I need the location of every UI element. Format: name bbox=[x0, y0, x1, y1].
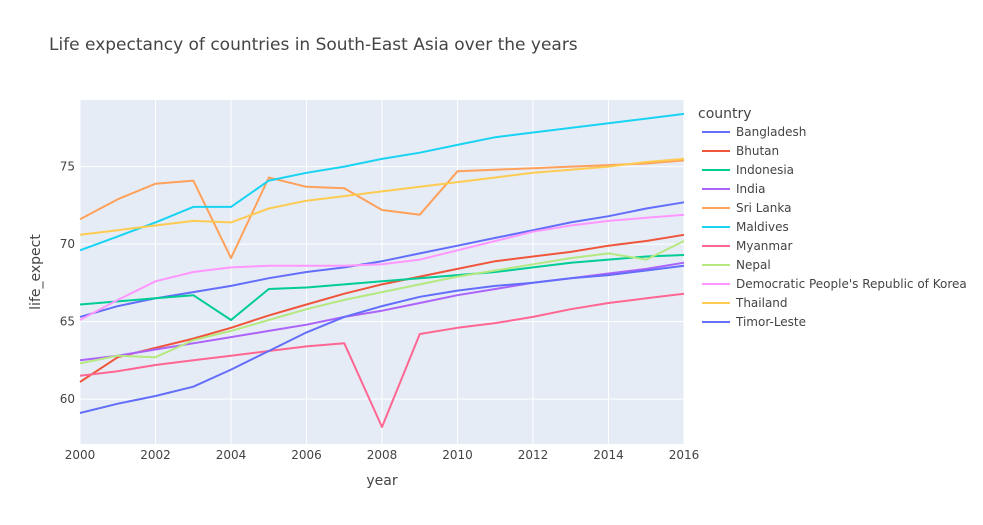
series-line-4[interactable] bbox=[79, 159, 685, 260]
legend-item-label[interactable]: Bhutan bbox=[736, 144, 779, 158]
series-line-5[interactable] bbox=[79, 112, 685, 252]
x-axis-ticks: 2000 2002 2004 2006 2008 2010 2012 2014 2016 bbox=[65, 448, 700, 462]
gridlines bbox=[79, 100, 685, 444]
legend-item-label[interactable]: Myanmar bbox=[736, 239, 792, 253]
series-line-9[interactable] bbox=[79, 157, 685, 236]
y-tick-label: 65 bbox=[60, 315, 75, 329]
legend-item-label[interactable]: Sri Lanka bbox=[736, 201, 791, 215]
x-tick-label: 2010 bbox=[442, 448, 473, 462]
legend-item-label[interactable]: Maldives bbox=[736, 220, 789, 234]
y-tick-label: 60 bbox=[60, 392, 75, 406]
series-line-7[interactable] bbox=[79, 240, 685, 365]
series-line-8[interactable] bbox=[79, 213, 685, 321]
series-line-6[interactable] bbox=[79, 292, 685, 428]
legend-item-label[interactable]: Nepal bbox=[736, 258, 771, 272]
legend-item-label[interactable]: Bangladesh bbox=[736, 125, 806, 139]
y-tick-label: 75 bbox=[60, 160, 75, 174]
legend-item-label[interactable]: Democratic People's Republic of Korea bbox=[736, 277, 967, 291]
x-tick-label: 2008 bbox=[367, 448, 398, 462]
y-tick-label: 70 bbox=[60, 237, 75, 251]
x-tick-label: 2016 bbox=[669, 448, 700, 462]
series-line-0[interactable] bbox=[79, 201, 685, 318]
chart-title: Life expectancy of countries in South-Ea… bbox=[49, 35, 578, 55]
legend-item-label[interactable]: India bbox=[736, 182, 765, 196]
legend-item-label[interactable]: Timor-Leste bbox=[735, 315, 806, 329]
x-tick-label: 2002 bbox=[140, 448, 171, 462]
y-axis-ticks: 60 65 70 75 bbox=[60, 160, 75, 406]
legend: country Bangladesh Bhutan Indonesia India Sr… bbox=[698, 106, 967, 329]
series-line-1[interactable] bbox=[79, 233, 685, 383]
x-tick-label: 2004 bbox=[216, 448, 247, 462]
x-tick-label: 2006 bbox=[291, 448, 322, 462]
series-line-2[interactable] bbox=[79, 254, 685, 321]
legend-item-label[interactable]: Thailand bbox=[735, 296, 788, 310]
y-axis-title: life_expect bbox=[28, 234, 44, 310]
x-tick-label: 2012 bbox=[518, 448, 549, 462]
x-axis-title: year bbox=[366, 473, 397, 489]
series-line-10[interactable] bbox=[79, 264, 685, 414]
series-lines bbox=[79, 112, 685, 428]
legend-title: country bbox=[698, 106, 752, 122]
legend-item-label[interactable]: Indonesia bbox=[736, 163, 794, 177]
x-tick-label: 2000 bbox=[65, 448, 96, 462]
x-tick-label: 2014 bbox=[593, 448, 624, 462]
